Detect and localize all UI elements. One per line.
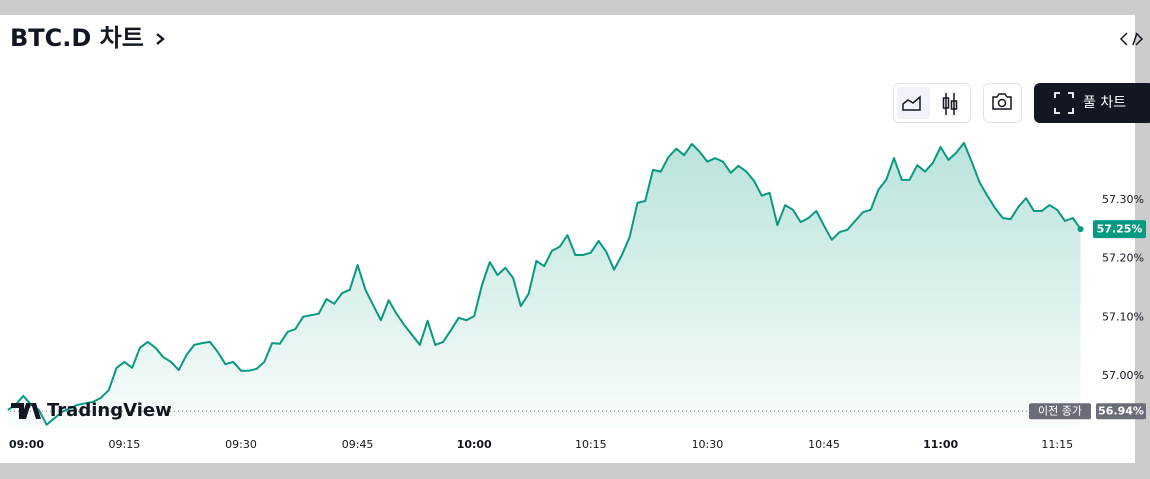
fullscreen-icon [1054,92,1074,114]
x-tick-label: 11:15 [1041,438,1073,451]
camera-icon [992,93,1012,110]
current-price-box [1093,220,1146,239]
y-tick-label: 57.30% [1102,193,1144,206]
area-icon [902,95,921,111]
candle-icon[interactable] [942,93,958,115]
x-tick-label: 10:45 [808,438,840,451]
x-tick-label: 09:30 [225,438,257,451]
x-tick-label: 09:45 [342,438,374,451]
x-tick-label: 10:30 [692,438,724,451]
x-tick-label: 10:15 [575,438,607,451]
previous-close-box [1096,403,1146,420]
y-tick-label: 57.10% [1102,310,1144,323]
price-line [7,141,1082,426]
logo-text[interactable]: TradingView [47,400,172,421]
full-chart-button[interactable] [1034,83,1150,123]
plot [7,141,1090,430]
previous-close-name: 이전 종가 [1038,405,1082,418]
logo [11,403,41,419]
x-tick-label: 10:00 [457,438,492,451]
previous-close-name-box [1029,403,1091,420]
previous-close-label: 56.94% [1098,405,1144,418]
y-tick-label: 57.00% [1102,369,1144,382]
x-tick-label: 11:00 [923,438,958,451]
embed-icon[interactable] [1119,32,1144,46]
title[interactable]: BTC.D 차트 [10,24,144,52]
snapshot-button[interactable] [983,83,1022,123]
title-chevron[interactable] [156,33,165,45]
y-tick-label: 57.20% [1102,252,1144,265]
last-point [1077,226,1084,233]
current-price-label: 57.25% [1097,223,1143,236]
x-tick-label: 09:00 [9,438,44,451]
x-tick-label: 09:15 [109,438,141,451]
full-chart-label: 풀 차트 [1083,95,1126,111]
